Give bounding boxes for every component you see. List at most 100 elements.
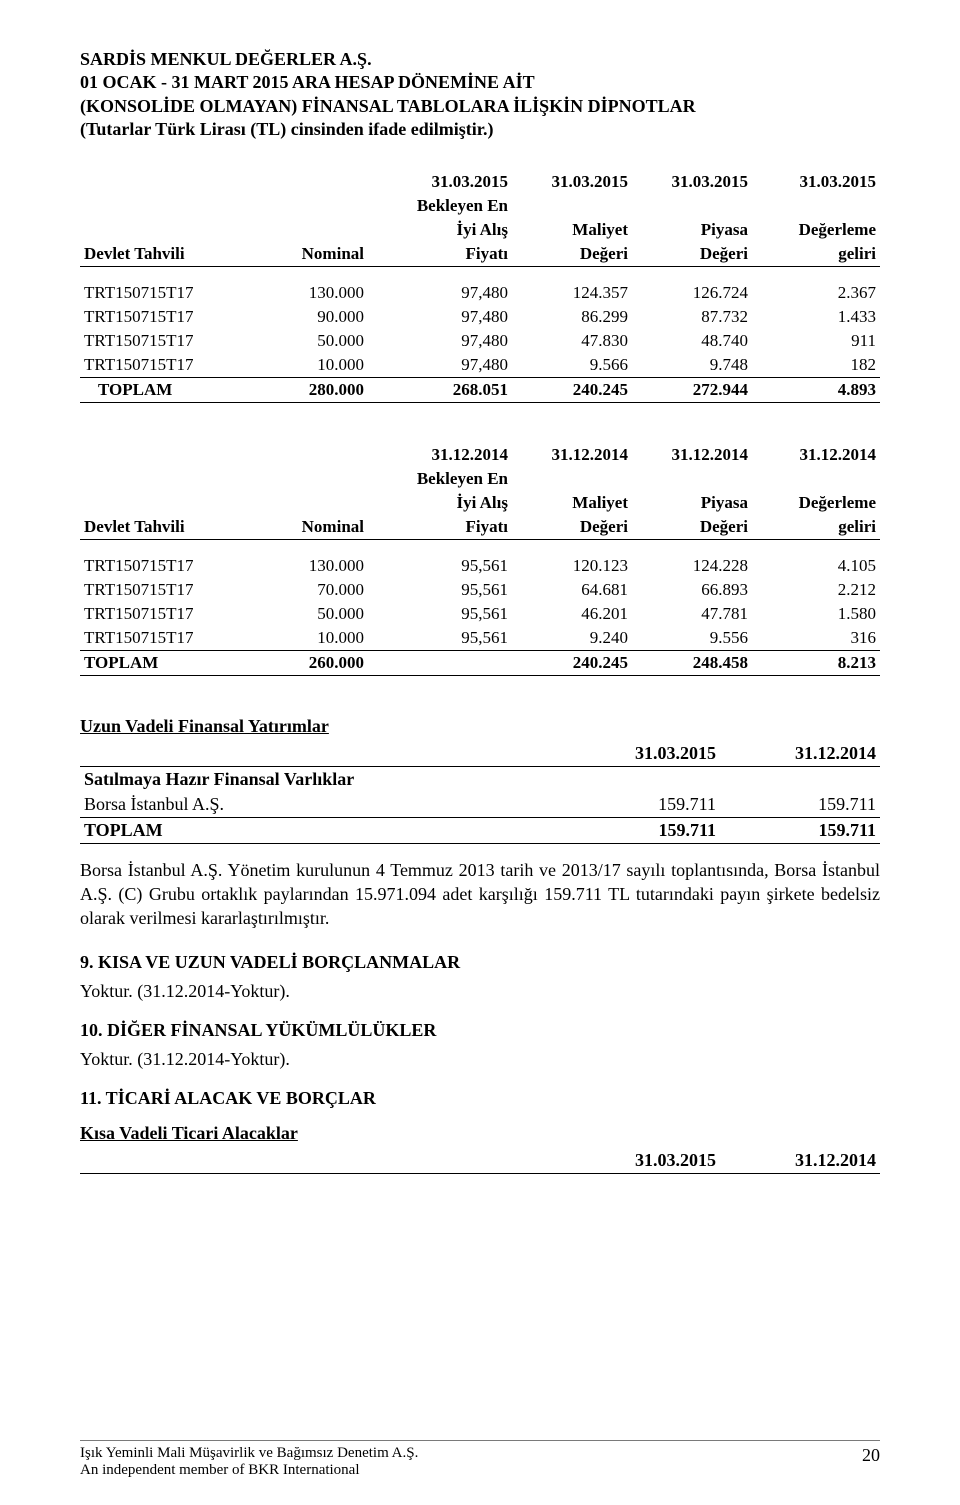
- finance-table-2014: 31.12.2014 31.12.2014 31.12.2014 31.12.2…: [80, 443, 880, 676]
- lt-row-v2: 159.711: [720, 792, 880, 818]
- footer-line-2: An independent member of BKR Internation…: [80, 1462, 418, 1479]
- cell-iyi: 97,480: [368, 281, 512, 305]
- table-row: TRT150715T17 70.000 95,561 64.681 66.893…: [80, 578, 880, 602]
- lt-date2: 31.12.2014: [720, 741, 880, 767]
- table-row: TRT150715T17 50.000 97,480 47.830 48.740…: [80, 329, 880, 353]
- section-11-dates-table: 31.03.2015 31.12.2014: [80, 1148, 880, 1174]
- col-mal-top: Maliyet: [512, 218, 632, 242]
- page-footer: Işık Yeminli Mali Müşavirlik ve Bağımsız…: [80, 1440, 880, 1479]
- lt-total-label: TOPLAM: [80, 817, 560, 843]
- col-nominal: Nominal: [256, 515, 368, 540]
- s11-date1: 31.03.2015: [560, 1148, 720, 1174]
- total-deg: 4.893: [752, 377, 880, 402]
- cell-piy: 124.228: [632, 554, 752, 578]
- cell-iyi: 97,480: [368, 329, 512, 353]
- section-10-title: 10. DİĞER FİNANSAL YÜKÜMLÜLÜKLER: [80, 1020, 880, 1041]
- cell-mal: 64.681: [512, 578, 632, 602]
- col-deg-top: Değerleme: [752, 491, 880, 515]
- total-nom: 280.000: [256, 377, 368, 402]
- col-date-mal: 31.12.2014: [512, 443, 632, 467]
- col-deg-bot: geliri: [752, 515, 880, 540]
- cell-iyi: 97,480: [368, 305, 512, 329]
- table-header-sub2: İyi Alış Maliyet Piyasa Değerleme: [80, 218, 880, 242]
- header-line-4: (Tutarlar Türk Lirası (TL) cinsinden ifa…: [80, 118, 880, 141]
- total-mal: 240.245: [512, 650, 632, 675]
- cell-piy: 9.748: [632, 353, 752, 378]
- long-term-header: 31.03.2015 31.12.2014: [80, 741, 880, 767]
- total-iyi: [368, 650, 512, 675]
- col-piy-top: Piyasa: [632, 491, 752, 515]
- col-iyi-bot: Fiyatı: [368, 242, 512, 267]
- col-piy-bot: Değeri: [632, 242, 752, 267]
- lt-subtitle: Satılmaya Hazır Finansal Varlıklar: [80, 766, 560, 792]
- cell-deg: 182: [752, 353, 880, 378]
- col-date-mal: 31.03.2015: [512, 170, 632, 194]
- total-label: TOPLAM: [80, 650, 256, 675]
- cell-iyi: 95,561: [368, 554, 512, 578]
- cell-inst: TRT150715T17: [80, 305, 256, 329]
- header-line-2: 01 OCAK - 31 MART 2015 ARA HESAP DÖNEMİN…: [80, 71, 880, 94]
- table-row: TRT150715T17 10.000 95,561 9.240 9.556 3…: [80, 626, 880, 651]
- cell-deg: 2.212: [752, 578, 880, 602]
- cell-nom: 10.000: [256, 626, 368, 651]
- col-deg-bot: geliri: [752, 242, 880, 267]
- col-date-deg: 31.03.2015: [752, 170, 880, 194]
- cell-nom: 50.000: [256, 329, 368, 353]
- table-row: TRT150715T17 90.000 97,480 86.299 87.732…: [80, 305, 880, 329]
- cell-iyi: 95,561: [368, 602, 512, 626]
- cell-piy: 9.556: [632, 626, 752, 651]
- total-mal: 240.245: [512, 377, 632, 402]
- cell-inst: TRT150715T17: [80, 626, 256, 651]
- finance-table-2015: 31.03.2015 31.03.2015 31.03.2015 31.03.2…: [80, 170, 880, 403]
- table-header-sub2: İyi Alış Maliyet Piyasa Değerleme: [80, 491, 880, 515]
- col-piy-top: Piyasa: [632, 218, 752, 242]
- table-total-row: TOPLAM 280.000 268.051 240.245 272.944 4…: [80, 377, 880, 402]
- col-mal-bot: Değeri: [512, 242, 632, 267]
- total-nom: 260.000: [256, 650, 368, 675]
- cell-inst: TRT150715T17: [80, 578, 256, 602]
- col-date-iyi: 31.12.2014: [368, 443, 512, 467]
- table-row: TRT150715T17 10.000 97,480 9.566 9.748 1…: [80, 353, 880, 378]
- col-iyi-mid: İyi Alış: [368, 218, 512, 242]
- total-deg: 8.213: [752, 650, 880, 675]
- col-date-deg: 31.12.2014: [752, 443, 880, 467]
- cell-mal: 47.830: [512, 329, 632, 353]
- table-row: TRT150715T17 130.000 95,561 120.123 124.…: [80, 554, 880, 578]
- cell-mal: 9.566: [512, 353, 632, 378]
- section-11-dates-row: 31.03.2015 31.12.2014: [80, 1148, 880, 1174]
- total-piy: 248.458: [632, 650, 752, 675]
- col-deg-top: Değerleme: [752, 218, 880, 242]
- cell-inst: TRT150715T17: [80, 281, 256, 305]
- total-label: TOPLAM: [80, 377, 256, 402]
- section-9-text: Yoktur. (31.12.2014-Yoktur).: [80, 981, 880, 1002]
- cell-inst: TRT150715T17: [80, 554, 256, 578]
- cell-piy: 48.740: [632, 329, 752, 353]
- long-term-table: 31.03.2015 31.12.2014 Satılmaya Hazır Fi…: [80, 741, 880, 844]
- table-row: TRT150715T17 130.000 97,480 124.357 126.…: [80, 281, 880, 305]
- cell-piy: 126.724: [632, 281, 752, 305]
- col-date-piy: 31.12.2014: [632, 443, 752, 467]
- footer-line-1: Işık Yeminli Mali Müşavirlik ve Bağımsız…: [80, 1445, 418, 1462]
- col-iyi-mid: İyi Alış: [368, 491, 512, 515]
- cell-deg: 1.580: [752, 602, 880, 626]
- cell-nom: 90.000: [256, 305, 368, 329]
- col-iyi-bot: Fiyatı: [368, 515, 512, 540]
- table-header-bottom: Devlet Tahvili Nominal Fiyatı Değeri Değ…: [80, 515, 880, 540]
- total-piy: 272.944: [632, 377, 752, 402]
- cell-inst: TRT150715T17: [80, 602, 256, 626]
- table-total-row: TOPLAM 260.000 240.245 248.458 8.213: [80, 650, 880, 675]
- cell-inst: TRT150715T17: [80, 329, 256, 353]
- header-line-3: (KONSOLİDE OLMAYAN) FİNANSAL TABLOLARA İ…: [80, 95, 880, 118]
- col-iyi-top: Bekleyen En: [368, 467, 512, 491]
- document-header: SARDİS MENKUL DEĞERLER A.Ş. 01 OCAK - 31…: [80, 48, 880, 142]
- lt-row-v1: 159.711: [560, 792, 720, 818]
- cell-iyi: 95,561: [368, 626, 512, 651]
- cell-deg: 1.433: [752, 305, 880, 329]
- cell-piy: 66.893: [632, 578, 752, 602]
- cell-nom: 50.000: [256, 602, 368, 626]
- col-mal-top: Maliyet: [512, 491, 632, 515]
- cell-mal: 124.357: [512, 281, 632, 305]
- section-11-title: 11. TİCARİ ALACAK VE BORÇLAR: [80, 1088, 880, 1109]
- col-instrument: Devlet Tahvili: [80, 515, 256, 540]
- table-header-sub1: Bekleyen En: [80, 467, 880, 491]
